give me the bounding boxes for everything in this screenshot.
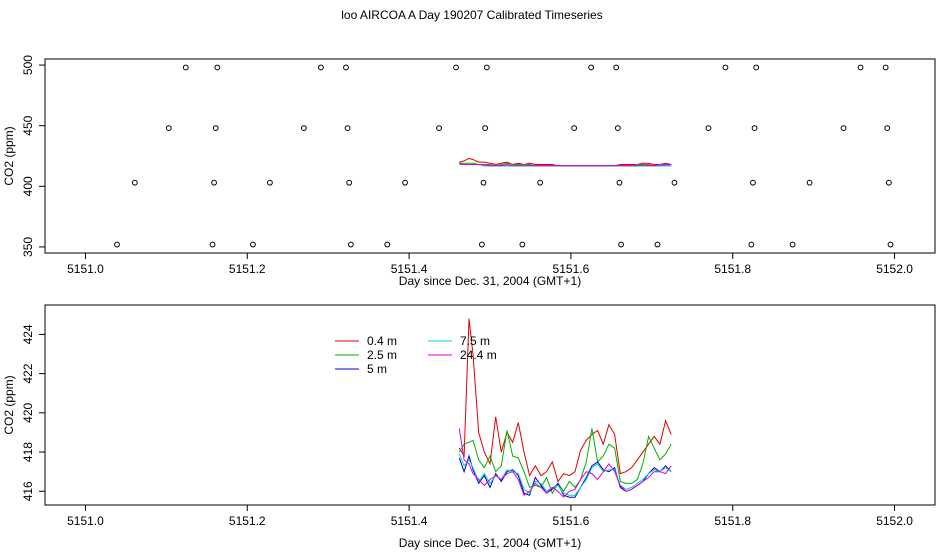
legend-label: 0.4 m <box>367 334 397 348</box>
y-axis-label: CO2 (ppm) <box>2 126 16 185</box>
data-point <box>114 241 120 248</box>
data-point <box>537 179 544 186</box>
data-point <box>588 64 595 71</box>
data-point <box>705 125 712 132</box>
data-point <box>789 241 796 248</box>
data-point <box>840 125 847 132</box>
data-point <box>571 125 578 132</box>
x-tick-label: 5151.2 <box>229 514 266 528</box>
y-tick-label: 420 <box>21 403 35 423</box>
legend-label: 5 m <box>367 362 387 376</box>
x-tick-label: 5152.0 <box>876 514 913 528</box>
data-point <box>806 179 813 186</box>
y-axis-label: CO2 (ppm) <box>2 375 16 434</box>
plot-area <box>114 64 894 248</box>
data-point <box>344 125 351 132</box>
x-tick-label: 5151.4 <box>391 514 428 528</box>
data-point <box>480 179 487 186</box>
y-tick-label: 350 <box>21 237 35 257</box>
data-point <box>343 64 349 71</box>
series-line <box>459 162 672 167</box>
data-point <box>671 179 678 186</box>
x-tick-label: 5152.0 <box>876 262 913 276</box>
x-tick-label: 5151.6 <box>553 262 590 276</box>
series-line <box>458 428 672 495</box>
x-tick-label: 5151.2 <box>229 262 266 276</box>
data-point <box>722 64 729 71</box>
x-axis-label: Day since Dec. 31, 2004 (GMT+1) <box>399 274 581 288</box>
data-point <box>483 64 490 71</box>
data-point <box>857 64 864 71</box>
data-point <box>753 64 760 71</box>
data-point <box>347 241 354 248</box>
x-tick-label: 5151.8 <box>714 514 751 528</box>
x-tick-label: 5151.6 <box>553 514 590 528</box>
legend-label: 24.4 m <box>460 348 497 362</box>
data-point <box>614 125 621 132</box>
data-point <box>211 179 218 186</box>
data-point <box>384 241 391 248</box>
data-point <box>165 125 172 132</box>
y-tick-label: 418 <box>21 442 35 462</box>
data-point <box>318 64 324 71</box>
data-point <box>182 64 189 71</box>
data-point <box>885 179 892 186</box>
data-point <box>209 241 216 248</box>
data-point <box>131 179 138 186</box>
data-point <box>212 125 219 132</box>
data-point <box>884 125 891 132</box>
series-line <box>458 453 672 496</box>
x-tick-label: 5151.8 <box>714 262 751 276</box>
data-point <box>654 241 661 248</box>
data-point <box>346 179 353 186</box>
data-point <box>453 64 459 71</box>
legend-label: 2.5 m <box>367 348 397 362</box>
y-tick-label: 500 <box>21 55 35 75</box>
legend-label: 7.5 m <box>460 334 490 348</box>
data-point <box>267 179 273 186</box>
data-point <box>436 125 442 132</box>
data-point <box>616 179 623 186</box>
y-tick-label: 424 <box>21 324 35 344</box>
data-point <box>618 241 624 248</box>
data-point <box>402 179 408 186</box>
legend: 0.4 m2.5 m5 m 7.5 m24.4 m <box>335 334 497 376</box>
y-tick-label: 422 <box>21 363 35 383</box>
data-point <box>750 179 756 186</box>
data-point <box>882 64 889 71</box>
data-point <box>214 64 221 71</box>
plot-area <box>458 318 672 498</box>
top-panel: 5151.0 5151.2 5151.4 5151.6 5151.8 5152.0 Day … <box>2 55 936 288</box>
data-point <box>479 241 485 248</box>
plot-frame <box>44 304 936 506</box>
x-axis-label: Day since Dec. 31, 2004 (GMT+1) <box>399 536 581 550</box>
y-tick-label: 416 <box>21 481 35 501</box>
x-tick-label: 5151.4 <box>391 262 428 276</box>
data-point <box>751 125 758 132</box>
x-tick-label: 5151.0 <box>67 514 104 528</box>
chart-title: loo AIRCOA A Day 190207 Calibrated Times… <box>341 8 602 22</box>
x-tick-label: 5151.0 <box>67 262 104 276</box>
y-tick-label: 450 <box>21 115 35 135</box>
series-line <box>458 428 672 498</box>
y-tick-label: 400 <box>21 176 35 196</box>
data-point <box>482 125 489 132</box>
data-point <box>519 241 526 248</box>
series-line <box>458 454 672 498</box>
data-point <box>301 125 307 132</box>
data-point <box>613 64 620 71</box>
data-point <box>748 241 755 248</box>
data-point <box>887 241 894 248</box>
bottom-panel: 5151.0 5151.2 5151.4 5151.6 5151.8 5152.0 Day … <box>2 304 936 550</box>
plot-frame <box>44 58 936 254</box>
series-line <box>458 318 672 483</box>
data-point <box>250 241 256 248</box>
